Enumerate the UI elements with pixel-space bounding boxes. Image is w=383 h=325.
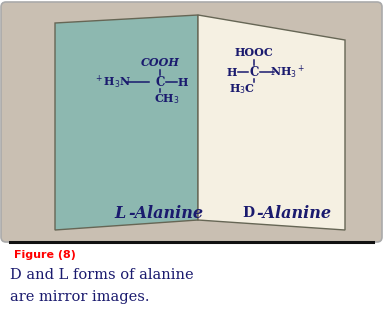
Text: -Alanine: -Alanine (128, 204, 203, 222)
Text: D and L forms of alanine: D and L forms of alanine (10, 268, 194, 282)
Text: H: H (178, 76, 188, 87)
Text: HOOC: HOOC (235, 47, 273, 58)
Text: -Alanine: -Alanine (256, 204, 331, 222)
Text: C: C (249, 66, 259, 79)
Text: CH$_3$: CH$_3$ (154, 92, 180, 106)
Polygon shape (55, 15, 198, 230)
Text: L: L (115, 204, 126, 222)
Text: Figure (8): Figure (8) (14, 250, 76, 260)
Text: NH$_3$$^+$: NH$_3$$^+$ (270, 63, 306, 81)
Text: C: C (155, 75, 165, 88)
Text: D: D (242, 206, 254, 220)
Text: COOH: COOH (141, 58, 180, 69)
FancyBboxPatch shape (1, 2, 382, 242)
Text: H: H (227, 67, 237, 77)
Text: are mirror images.: are mirror images. (10, 290, 149, 304)
Text: H$_3$C: H$_3$C (229, 82, 255, 96)
Text: $^+$H$_3$N: $^+$H$_3$N (94, 73, 132, 91)
Polygon shape (198, 15, 345, 230)
